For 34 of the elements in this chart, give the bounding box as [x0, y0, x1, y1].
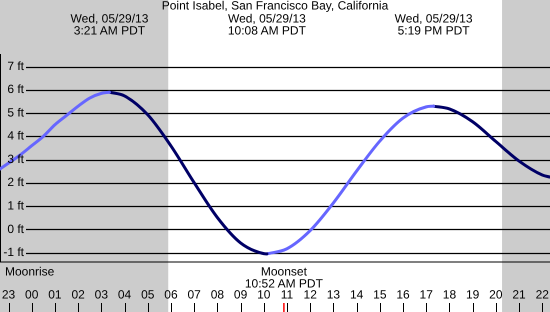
x-tick-label: 00: [25, 287, 39, 302]
x-tick-label: 04: [118, 287, 132, 302]
x-tick-label: 17: [420, 287, 434, 302]
x-tick-label: 06: [164, 287, 178, 302]
x-tick-label: 19: [466, 287, 480, 302]
chart-title: Point Isabel, San Francisco Bay, California: [162, 0, 389, 12]
y-tick-label: 0 ft: [7, 222, 25, 236]
x-tick-label: 15: [373, 287, 387, 302]
y-tick-label: 3 ft: [7, 152, 25, 166]
text: Wed, 05/29/13 5:19 PM PDT: [394, 11, 473, 38]
x-tick-label: 14: [350, 287, 364, 302]
x-tick-label: 03: [94, 287, 108, 302]
y-tick-label: 5 ft: [7, 105, 25, 120]
text: Wed, 05/29/13 3:21 AM PDT: [70, 11, 149, 38]
x-tick-label: 18: [442, 287, 456, 302]
x-tick-label: 21: [512, 287, 526, 302]
y-tick-label: 4 ft: [7, 128, 25, 143]
y-tick-label: 6 ft: [7, 82, 25, 96]
x-tick-label: 23: [2, 287, 16, 302]
text: Moonrise: [5, 264, 55, 278]
y-tick-label: -1 ft: [3, 245, 25, 260]
x-tick-label: 20: [489, 287, 503, 302]
x-tick-label: 13: [326, 287, 340, 302]
text: Wed, 05/29/13 10:08 AM PDT: [228, 11, 307, 38]
x-tick-label: 02: [71, 287, 86, 302]
x-tick-label: 16: [396, 287, 410, 302]
y-tick-label: 2 ft: [7, 175, 25, 190]
x-tick-label: 01: [48, 287, 62, 302]
x-tick-label: 05: [141, 287, 155, 302]
y-tick-label: 1 ft: [7, 198, 25, 212]
y-tick-label: 7 ft: [7, 58, 25, 73]
x-tick-label: 07: [187, 287, 202, 302]
x-tick-label: 08: [210, 287, 224, 302]
x-tick-label: 22: [536, 287, 550, 302]
